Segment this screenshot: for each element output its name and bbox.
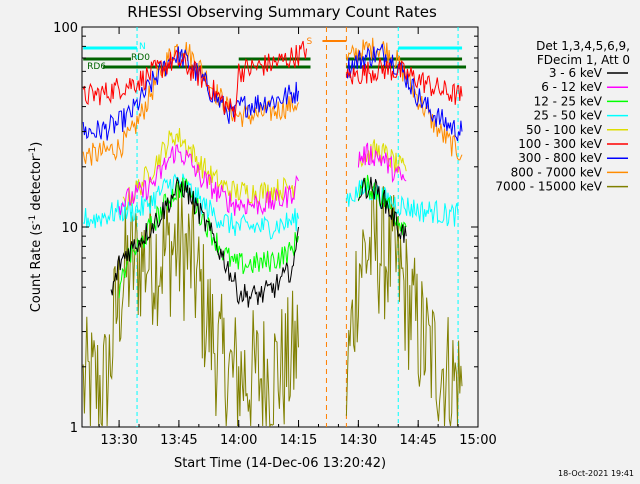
legend-label: 100 - 300 keV bbox=[518, 137, 602, 151]
annotation-rd6: RD6 bbox=[87, 62, 106, 72]
series-line-800-7000-keV bbox=[82, 41, 299, 166]
legend-label: 50 - 100 keV bbox=[526, 123, 603, 137]
legend-header: Det 1,3,4,5,6,9, bbox=[536, 39, 630, 53]
series-line-7000-15000-keV bbox=[345, 186, 463, 427]
legend-label: 6 - 12 keV bbox=[541, 80, 603, 94]
y-tick-label: 100 bbox=[53, 21, 78, 36]
y-tick-label: 10 bbox=[61, 221, 78, 236]
x-axis-label: Start Time (14-Dec-06 13:20:42) bbox=[174, 456, 386, 471]
series-line-12-25-keV bbox=[118, 177, 299, 299]
x-tick-label: 14:30 bbox=[340, 433, 377, 448]
x-tick-label: 14:15 bbox=[280, 433, 317, 448]
series-line-100-300-keV bbox=[82, 40, 307, 122]
y-axis-label: Count Rate (s-1 detector-1) bbox=[28, 142, 44, 313]
legend-label: 800 - 7000 keV bbox=[511, 165, 603, 179]
legend-header: FDecim 1, Att 0 bbox=[537, 53, 630, 67]
legend-label: 7000 - 15000 keV bbox=[495, 180, 602, 194]
series-line-3-6-keV bbox=[110, 176, 299, 308]
series-line-300-800-keV bbox=[345, 43, 463, 142]
x-tick-label: 13:45 bbox=[160, 433, 197, 448]
legend-label: 3 - 6 keV bbox=[549, 66, 603, 80]
series-line-50-100-keV bbox=[122, 127, 296, 211]
chart-title: RHESSI Observing Summary Count Rates bbox=[127, 3, 437, 21]
series-line-6-12-keV bbox=[357, 142, 407, 184]
series-line-7000-15000-keV bbox=[82, 185, 299, 428]
annotation-rd0: RD0 bbox=[131, 53, 150, 63]
annotation-s: S bbox=[307, 37, 313, 47]
x-tick-label: 14:00 bbox=[220, 433, 257, 448]
legend-label: 25 - 50 keV bbox=[534, 109, 603, 123]
series-line-3-6-keV bbox=[357, 176, 407, 243]
legend-label: 12 - 25 keV bbox=[534, 94, 603, 108]
x-tick-label: 15:00 bbox=[459, 433, 496, 448]
series-line-50-100-keV bbox=[357, 139, 407, 174]
annotation-n: N bbox=[139, 42, 146, 52]
x-tick-label: 14:45 bbox=[399, 433, 436, 448]
y-tick-label: 1 bbox=[70, 421, 78, 436]
legend-label: 300 - 800 keV bbox=[518, 151, 602, 165]
series-line-25-50-keV bbox=[83, 173, 299, 240]
series-line-100-300-keV bbox=[345, 57, 463, 105]
series-line-6-12-keV bbox=[118, 143, 299, 216]
timestamp-label: 18-Oct-2021 19:41 bbox=[558, 469, 634, 478]
x-tick-label: 13:30 bbox=[100, 433, 137, 448]
